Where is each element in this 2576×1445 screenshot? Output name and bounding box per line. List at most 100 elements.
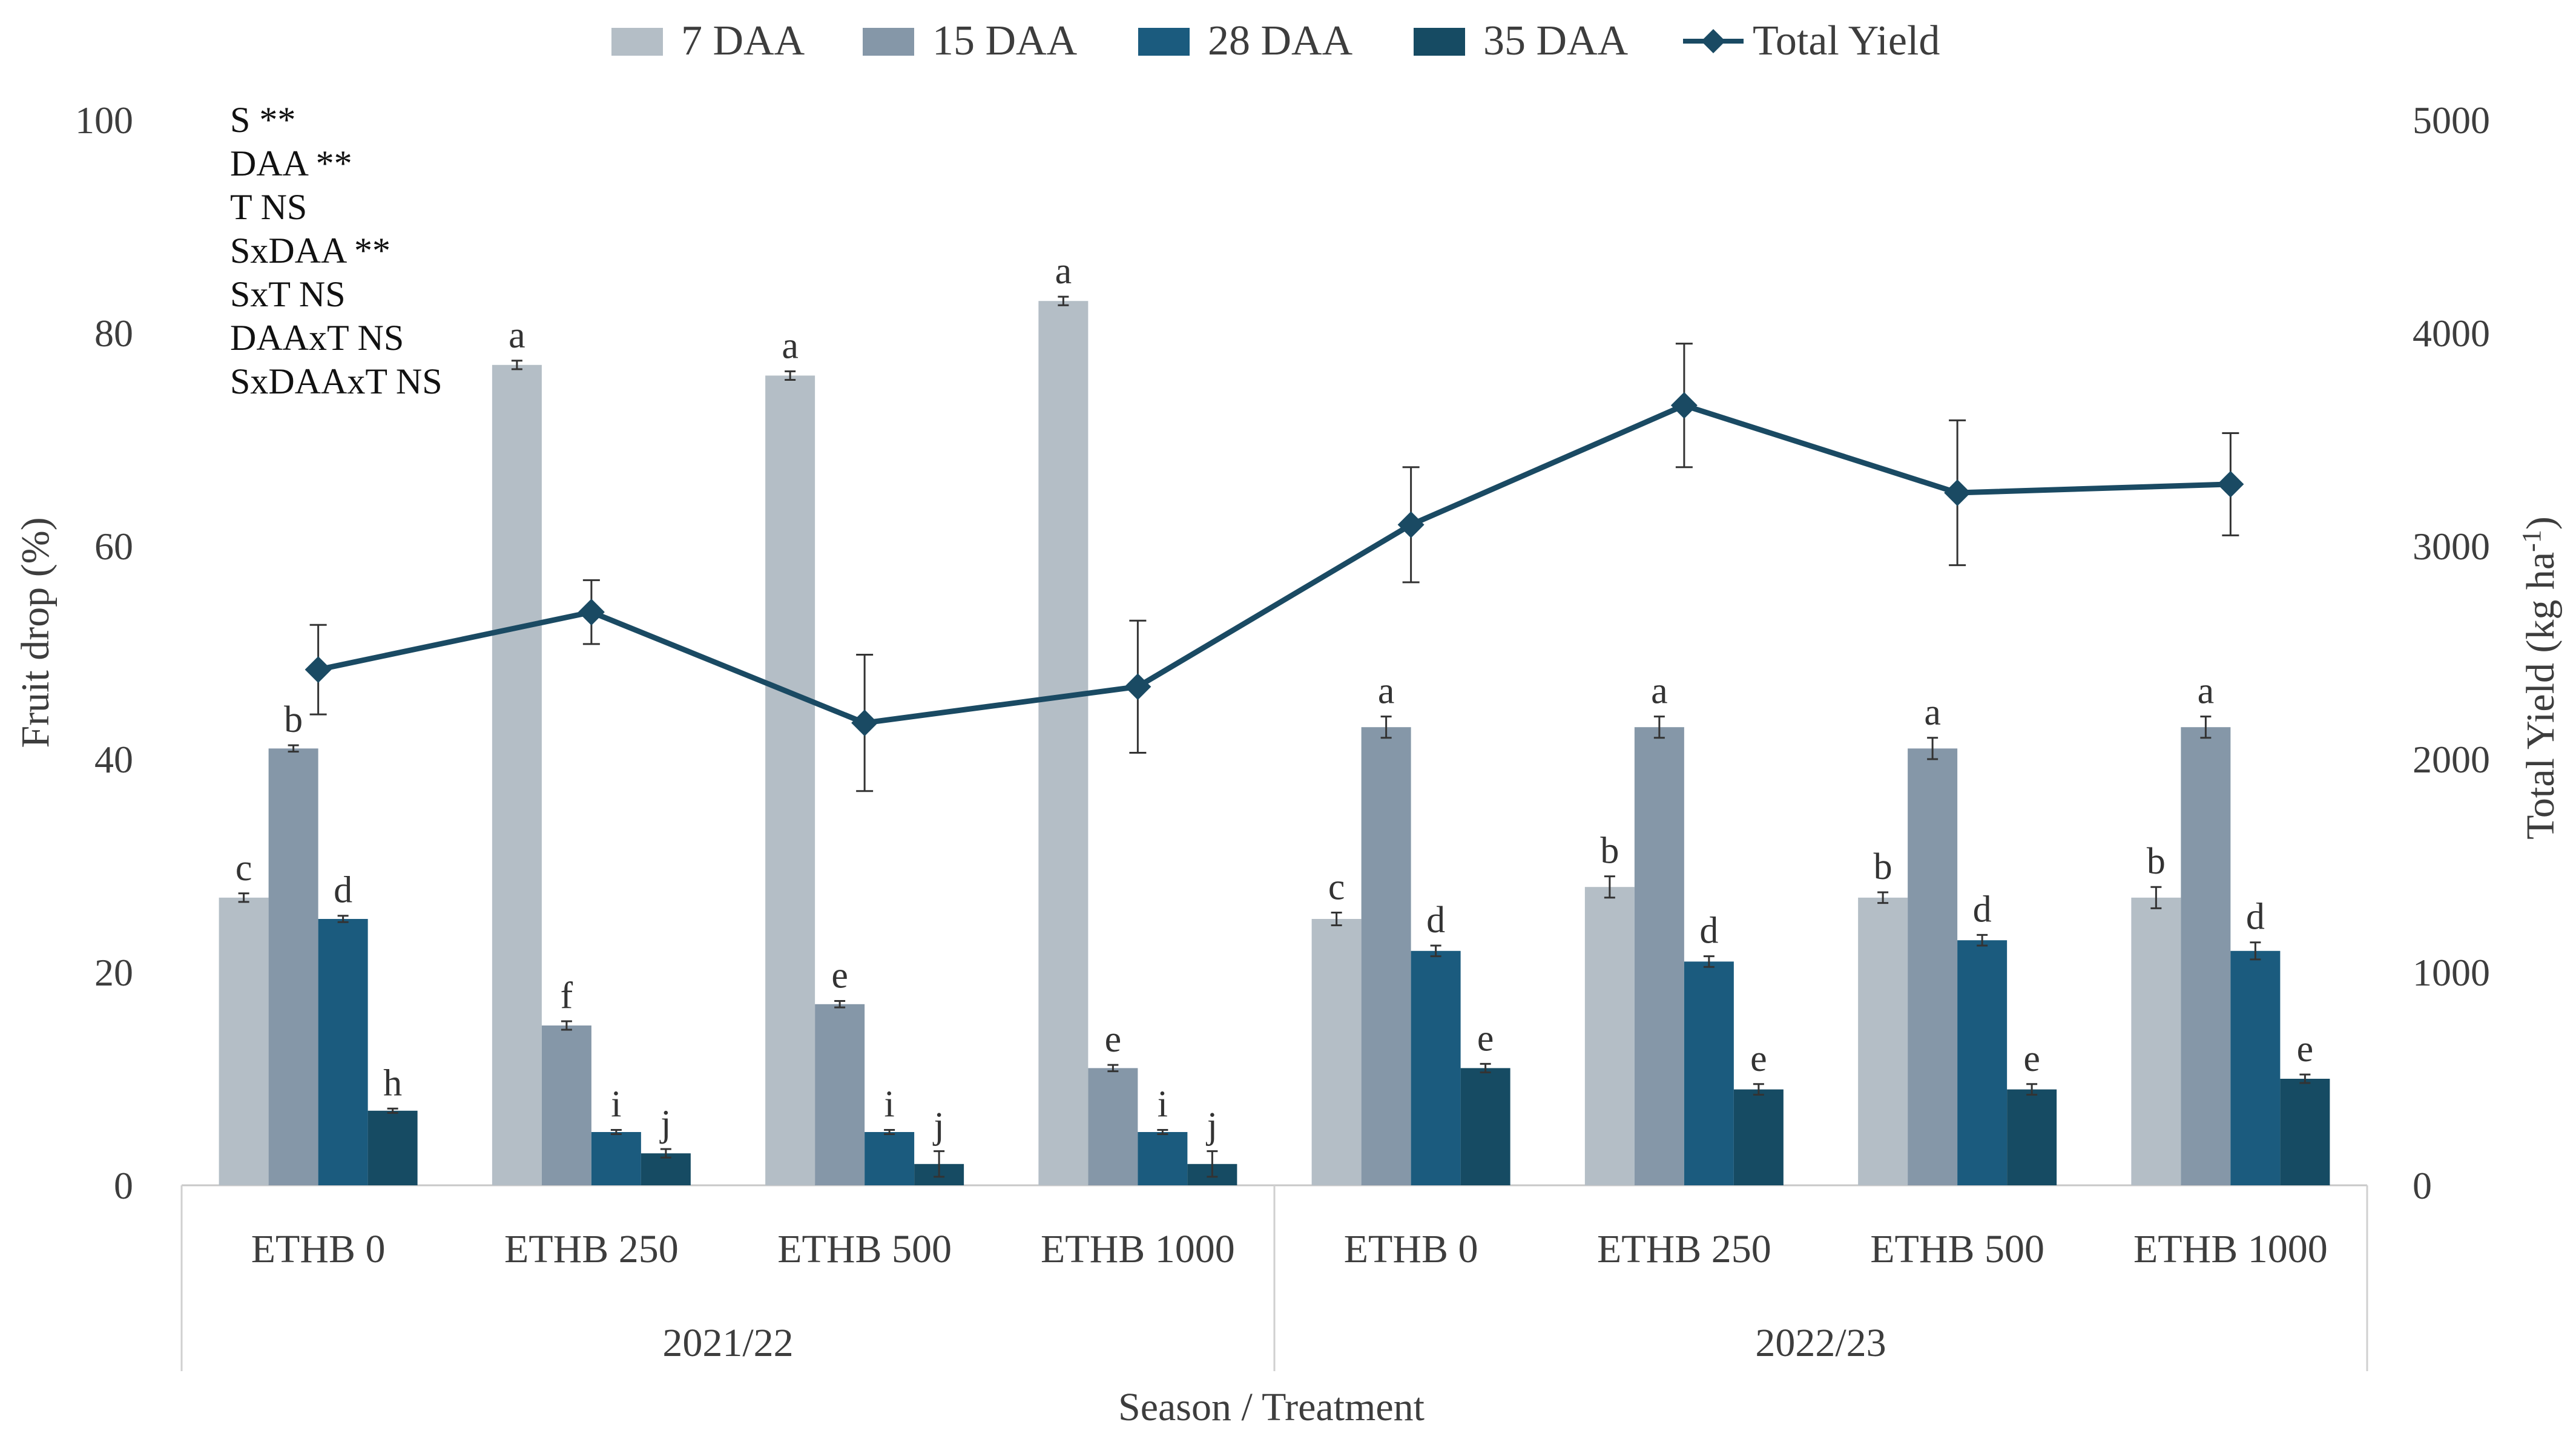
significance-letter: e (1105, 1019, 1122, 1060)
stats-line: S ** (230, 100, 295, 140)
bar-28-daa (1411, 950, 1461, 1185)
legend-swatch (863, 28, 914, 56)
significance-letter: h (383, 1062, 402, 1104)
y-right-tick-label: 2000 (2413, 738, 2490, 781)
significance-letter: j (659, 1103, 671, 1144)
category-label: ETHB 1000 (2133, 1227, 2328, 1271)
significance-letter: a (1055, 251, 1072, 292)
yield-point-marker (2217, 470, 2244, 498)
stats-line: DAAxT NS (230, 318, 404, 358)
legend-swatch (1414, 28, 1465, 56)
significance-letter: e (1750, 1038, 1767, 1079)
bar-35-daa (2007, 1089, 2057, 1185)
significance-letter: e (2297, 1029, 2314, 1070)
yield-point-marker (851, 709, 878, 737)
legend-label: Total Yield (1753, 18, 1940, 64)
x-axis-title: Season / Treatment (1118, 1385, 1425, 1429)
significance-letter: e (831, 955, 848, 996)
yield-point-marker (1124, 673, 1151, 700)
bar-28-daa (2230, 950, 2281, 1185)
bar-28-daa (318, 919, 368, 1185)
bar-7-daa (219, 897, 269, 1185)
yield-point-marker (305, 656, 332, 683)
legend-swatch (611, 28, 663, 56)
y-right-tick-label: 1000 (2413, 951, 2490, 994)
significance-letter: b (2147, 841, 2166, 882)
significance-letter: d (1426, 900, 1445, 941)
season-label: 2022/23 (1755, 1321, 1886, 1365)
bars-layer (219, 295, 2330, 1186)
category-label: ETHB 250 (504, 1227, 679, 1271)
significance-letter: j (933, 1105, 944, 1147)
significance-letter: a (1924, 692, 1941, 733)
category-label: ETHB 0 (1344, 1227, 1478, 1271)
bar-15-daa (815, 1004, 865, 1185)
bar-15-daa (1634, 727, 1684, 1185)
bar-15-daa (1908, 748, 1958, 1185)
bar-28-daa (591, 1132, 641, 1185)
y-left-tick-label: 60 (94, 525, 133, 568)
y-right-tick-label: 3000 (2413, 525, 2490, 568)
y-left-tick-label: 0 (114, 1164, 133, 1207)
y-left-tick-label: 80 (94, 312, 133, 355)
category-label: ETHB 500 (1870, 1227, 2044, 1271)
yield-point-marker (578, 599, 605, 626)
bar-7-daa (1858, 897, 1908, 1185)
legend-label: 35 DAA (1483, 18, 1629, 64)
significance-letter: i (1158, 1084, 1168, 1125)
significance-letter: a (1651, 671, 1668, 712)
significance-letter: d (334, 870, 352, 911)
stats-line: SxT NS (230, 274, 346, 314)
significance-letter: f (561, 975, 573, 1016)
legend-label: 28 DAA (1208, 18, 1353, 64)
bar-35-daa (641, 1153, 691, 1185)
y-left-tick-label: 20 (94, 951, 133, 994)
significance-letter: a (2198, 671, 2215, 712)
category-label: ETHB 0 (251, 1227, 386, 1271)
bar-35-daa (2280, 1079, 2330, 1185)
bar-7-daa (1584, 887, 1635, 1185)
significance-letter: e (1477, 1018, 1494, 1059)
bar-28-daa (1138, 1132, 1188, 1185)
significance-letter: c (236, 848, 252, 889)
bar-28-daa (1957, 940, 2008, 1185)
significance-letter: b (1874, 846, 1892, 887)
y-right-tick-label: 5000 (2413, 99, 2490, 142)
legend-swatch (1138, 28, 1190, 56)
significance-letter: d (2246, 897, 2265, 938)
yield-point-marker (1670, 392, 1698, 419)
y-axis-left-title: Fruit drop (%) (13, 517, 58, 748)
category-label: ETHB 1000 (1041, 1227, 1235, 1271)
significance-letter: b (1600, 831, 1619, 872)
bar-15-daa (268, 748, 318, 1185)
stats-line: DAA ** (230, 143, 352, 183)
yield-line-layer (305, 343, 2244, 792)
bar-7-daa (1311, 919, 1362, 1185)
bar-35-daa (1460, 1068, 1510, 1185)
significance-letter: a (509, 315, 525, 356)
axis-frame (180, 1184, 2368, 1371)
y-right-tick-label: 0 (2413, 1164, 2432, 1207)
bar-35-daa (1733, 1089, 1784, 1185)
stats-line: T NS (230, 187, 307, 227)
total-yield-line (317, 403, 2231, 726)
legend-line-marker (1701, 29, 1725, 53)
significance-letter: i (611, 1084, 621, 1125)
significance-letter: e (2023, 1038, 2040, 1079)
significance-letter: a (782, 325, 799, 366)
bar-7-daa (492, 364, 542, 1185)
bar-35-daa (367, 1110, 418, 1185)
bar-15-daa (1088, 1068, 1138, 1185)
bar-15-daa (1361, 727, 1411, 1185)
significance-letter: b (284, 699, 303, 740)
bar-7-daa (765, 375, 815, 1185)
significance-letter: a (1378, 671, 1395, 712)
bar-7-daa (1038, 301, 1089, 1186)
bar-7-daa (2131, 897, 2181, 1185)
y-right-tick-label: 4000 (2413, 312, 2490, 355)
y-left-tick-label: 100 (75, 99, 133, 142)
